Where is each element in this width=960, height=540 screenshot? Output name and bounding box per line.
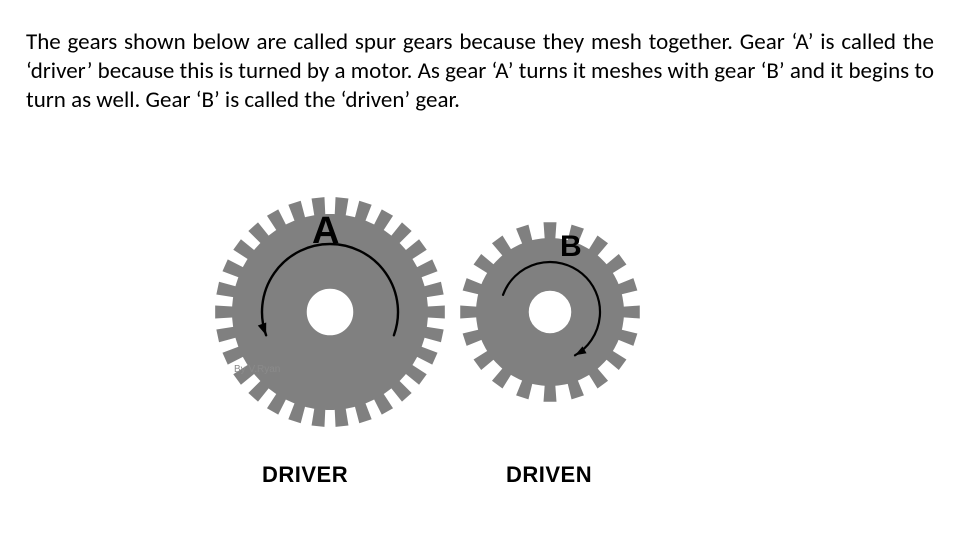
driven-caption: DRIVEN <box>506 462 592 488</box>
credit-text: By V.Ryan <box>234 364 280 375</box>
gear-a-label: A <box>312 210 339 253</box>
gear-svg <box>0 172 960 512</box>
gear-diagram: A B DRIVER DRIVEN By V.Ryan <box>0 172 960 512</box>
gear-b-label: B <box>560 230 582 264</box>
driver-caption: DRIVER <box>262 462 348 488</box>
intro-paragraph: The gears shown below are called spur ge… <box>26 28 934 114</box>
